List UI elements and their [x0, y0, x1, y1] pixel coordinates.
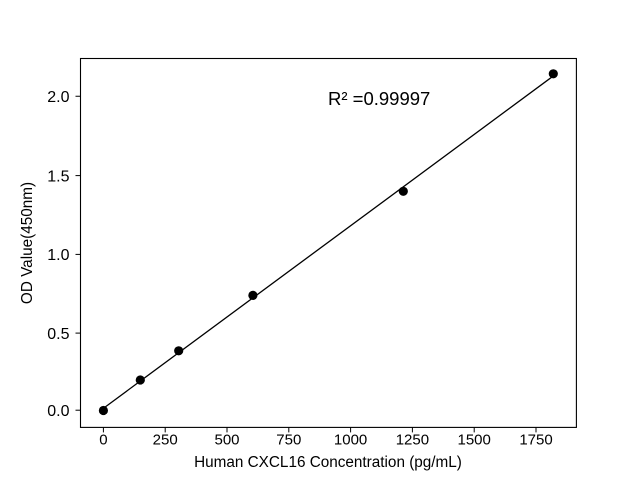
svg-text:1250: 1250 — [396, 431, 429, 448]
svg-text:1.5: 1.5 — [47, 168, 69, 185]
svg-text:0: 0 — [99, 431, 107, 448]
svg-text:1.0: 1.0 — [47, 247, 69, 264]
svg-text:R² =0.99997: R² =0.99997 — [328, 88, 430, 109]
svg-text:1000: 1000 — [334, 431, 367, 448]
svg-text:2.0: 2.0 — [47, 89, 69, 106]
svg-text:750: 750 — [276, 431, 301, 448]
svg-text:500: 500 — [214, 431, 239, 448]
svg-text:1750: 1750 — [519, 431, 552, 448]
svg-text:250: 250 — [153, 431, 178, 448]
svg-text:OD Value(450nm): OD Value(450nm) — [19, 182, 36, 304]
svg-text:1500: 1500 — [458, 431, 491, 448]
svg-text:Human CXCL16 Concentration (pg: Human CXCL16 Concentration (pg/mL) — [194, 454, 462, 471]
svg-text:0.0: 0.0 — [47, 403, 69, 420]
svg-text:0.5: 0.5 — [47, 326, 69, 343]
